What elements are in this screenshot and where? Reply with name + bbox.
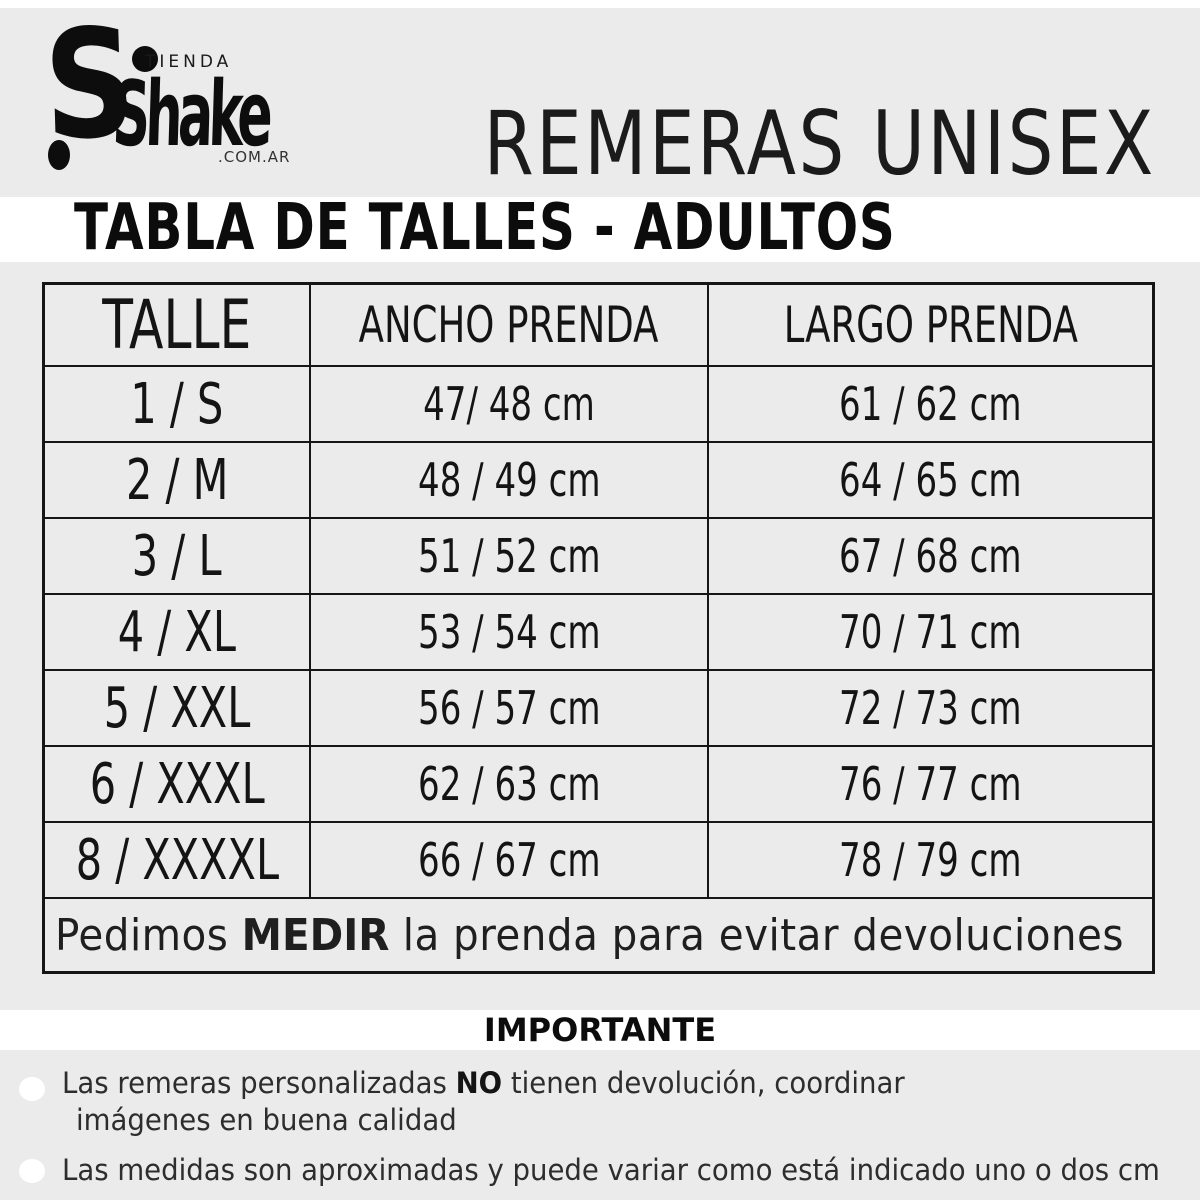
width-cell: 56 / 57 cm bbox=[309, 671, 707, 745]
size-cell: 5 / XXL bbox=[103, 675, 251, 741]
length-cell: 76 / 77 cm bbox=[707, 747, 1152, 821]
measure-note: Pedimos MEDIR la prenda para evitar devo… bbox=[55, 910, 1124, 961]
size-cell: 3 / L bbox=[132, 523, 222, 589]
width-cell: 53 / 54 cm bbox=[309, 595, 707, 669]
note-approx-measures: Las medidas son aproximadas y puede vari… bbox=[62, 1153, 1160, 1187]
table-row: 1 / S 47/ 48 cm 61 / 62 cm bbox=[45, 365, 1152, 441]
length-cell: 70 / 71 cm bbox=[707, 595, 1152, 669]
width-cell: 62 / 63 cm bbox=[309, 747, 707, 821]
length-cell: 64 / 65 cm bbox=[707, 443, 1152, 517]
logo-dot-icon bbox=[132, 46, 158, 72]
table-row: 6 / XXXL 62 / 63 cm 76 / 77 cm bbox=[45, 745, 1152, 821]
column-header-ancho: ANCHO PRENDA bbox=[309, 285, 707, 365]
table-header-row: TALLE ANCHO PRENDA LARGO PRENDA bbox=[45, 285, 1152, 365]
measure-note-pre: Pedimos bbox=[55, 909, 242, 961]
page-title: REMERAS UNISEX bbox=[483, 92, 1156, 195]
column-header-largo: LARGO PRENDA bbox=[707, 285, 1152, 365]
table-note-row: Pedimos MEDIR la prenda para evitar devo… bbox=[45, 897, 1152, 971]
size-cell: 2 / M bbox=[125, 447, 229, 513]
logo-domain-label: .COM.AR bbox=[218, 148, 291, 166]
logo-tienda-label: TIENDA bbox=[145, 52, 233, 72]
important-band: IMPORTANTE bbox=[0, 1010, 1200, 1050]
length-cell: 72 / 73 cm bbox=[707, 671, 1152, 745]
subtitle-band: TABLA DE TALLES - ADULTOS bbox=[0, 191, 1200, 265]
measure-note-bold-word: MEDIR bbox=[241, 909, 390, 961]
table-row: 8 / XXXXL 66 / 67 cm 78 / 79 cm bbox=[45, 821, 1152, 897]
page-subtitle: TABLA DE TALLES - ADULTOS bbox=[74, 191, 896, 265]
size-cell: 8 / XXXXL bbox=[75, 827, 279, 893]
bullet-icon bbox=[19, 1159, 45, 1183]
important-heading: IMPORTANTE bbox=[483, 1011, 717, 1049]
size-cell: 4 / XL bbox=[117, 599, 237, 665]
size-cell: 6 / XXXL bbox=[89, 751, 265, 817]
column-header-talle: TALLE bbox=[102, 285, 252, 365]
size-table: TALLE ANCHO PRENDA LARGO PRENDA 1 / S 47… bbox=[42, 282, 1155, 974]
size-cell: 1 / S bbox=[130, 371, 224, 437]
length-cell: 78 / 79 cm bbox=[707, 823, 1152, 897]
logo-dot-icon bbox=[48, 140, 70, 170]
width-cell: 66 / 67 cm bbox=[309, 823, 707, 897]
length-cell: 61 / 62 cm bbox=[707, 367, 1152, 441]
width-cell: 51 / 52 cm bbox=[309, 519, 707, 593]
logo-brand-name: Shake bbox=[111, 62, 270, 167]
width-cell: 48 / 49 cm bbox=[309, 443, 707, 517]
measure-note-post: la prenda para evitar devoluciones bbox=[389, 909, 1124, 961]
table-row: 5 / XXL 56 / 57 cm 72 / 73 cm bbox=[45, 669, 1152, 745]
note-custom-shirts-line2: imágenes en buena calidad bbox=[76, 1103, 457, 1137]
length-cell: 67 / 68 cm bbox=[707, 519, 1152, 593]
top-divider bbox=[0, 0, 1200, 8]
table-row: 2 / M 48 / 49 cm 64 / 65 cm bbox=[45, 441, 1152, 517]
bullet-icon bbox=[19, 1077, 45, 1101]
table-row: 3 / L 51 / 52 cm 67 / 68 cm bbox=[45, 517, 1152, 593]
note-bold-word: NO bbox=[455, 1066, 503, 1100]
note-custom-shirts-line1: Las remeras personalizadas NO tienen dev… bbox=[62, 1066, 905, 1100]
width-cell: 47/ 48 cm bbox=[309, 367, 707, 441]
brand-logo: S TIENDA Shake .COM.AR bbox=[40, 0, 300, 190]
table-row: 4 / XL 53 / 54 cm 70 / 71 cm bbox=[45, 593, 1152, 669]
